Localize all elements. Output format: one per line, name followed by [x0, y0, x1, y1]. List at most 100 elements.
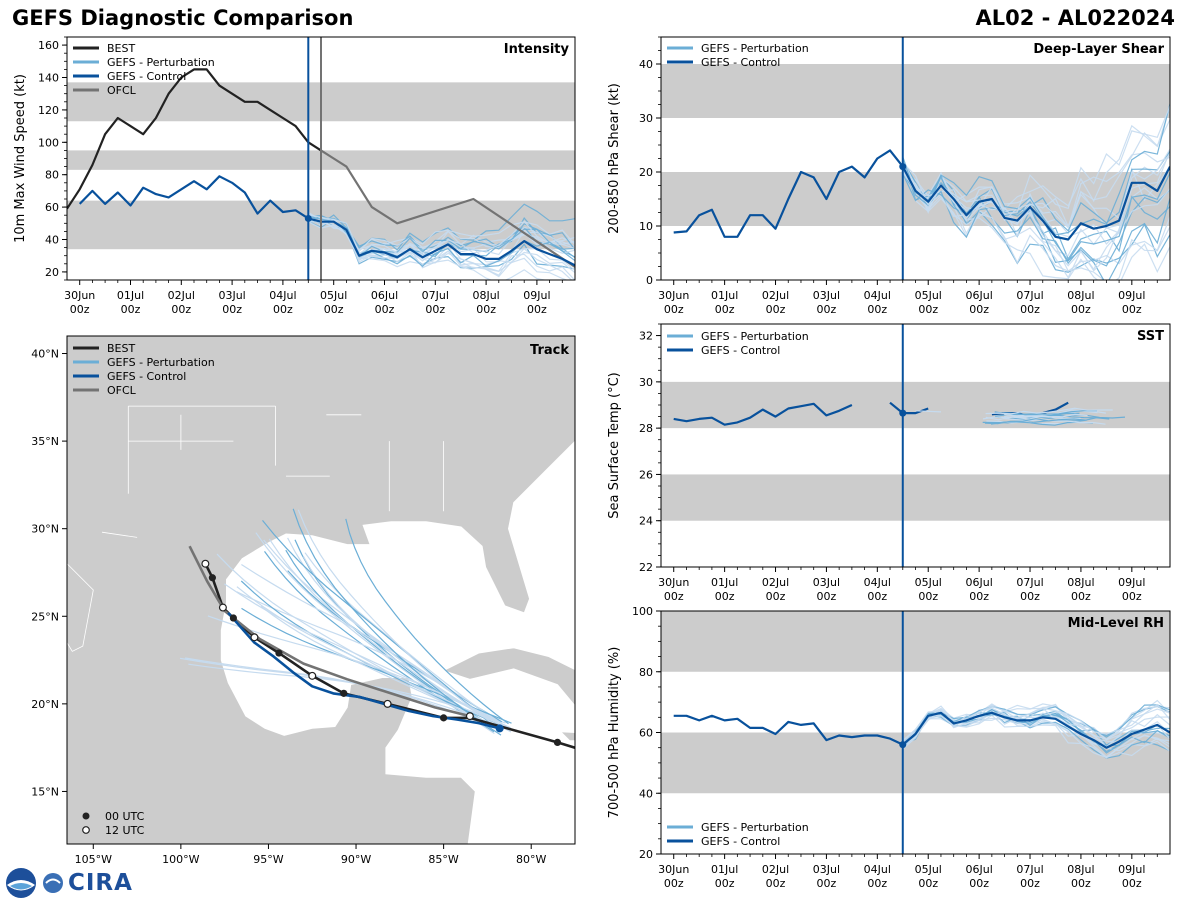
sst-control-init-point: [899, 409, 907, 417]
cira-logo: CIRA: [4, 866, 133, 900]
sst-ytick-label: 32: [639, 330, 653, 343]
page-title: GEFS Diagnostic Comparison: [12, 6, 354, 30]
shear-xtick-label: 04Jul: [864, 289, 891, 302]
sst-xtick-label: 06Jul: [965, 576, 992, 589]
legend-label-control: GEFS - Control: [107, 70, 186, 83]
track-perturbation-member: [262, 520, 501, 732]
legend-label-perturbation: GEFS - Perturbation: [701, 42, 809, 55]
track-marker-00utc: [553, 738, 562, 747]
track-marker-12utc: [250, 633, 259, 642]
intensity-xtick-label: 00z: [121, 303, 141, 316]
track-marker-12utc: [218, 603, 227, 612]
rh-xtick-label: 01Jul: [711, 863, 738, 876]
sst-band-0: [661, 474, 1170, 521]
track-perturbation-member: [236, 591, 511, 731]
intensity-xtick-label: 00z: [171, 303, 191, 316]
intensity-xtick-label: 00z: [527, 303, 547, 316]
track-xtick-label: 90°W: [341, 853, 371, 866]
shear-xtick-label: 08Jul: [1067, 289, 1094, 302]
track-perturbation-member: [292, 508, 502, 736]
track-marker-12utc: [201, 559, 210, 568]
intensity-ytick-label: 80: [45, 169, 59, 182]
shear-perturbation-member: [902, 156, 1170, 261]
shear-perturbation-member: [902, 105, 1170, 222]
track-marker-00utc: [208, 574, 216, 582]
sst-xtick-label: 00z: [715, 590, 735, 603]
shear-xtick-label: 00z: [969, 303, 989, 316]
track-marker-00utc: [440, 714, 448, 722]
track-xtick-label: 100°W: [162, 853, 199, 866]
rh-xtick-label: 00z: [817, 877, 837, 890]
legend-label-control: GEFS - Control: [701, 56, 780, 69]
intensity-ytick-label: 60: [45, 201, 59, 214]
rh-xtick-label: 02Jul: [762, 863, 789, 876]
shear-series-gefs-control: [673, 149, 1170, 241]
shear-ylabel: 200-850 hPa Shear (kt): [607, 83, 622, 234]
sst-series-gefs-control-segment-1-: [673, 402, 853, 426]
sst-xtick-label: 30Jun: [658, 576, 689, 589]
legend-label-best: BEST: [107, 342, 135, 355]
rh-band-1: [661, 611, 1170, 672]
rh-xtick-label: 00z: [918, 877, 938, 890]
rh-ytick-label: 60: [639, 727, 653, 740]
rh-perturbation-member: [902, 707, 1170, 747]
intensity-control-init-point: [304, 214, 312, 222]
track-ytick-label: 15°N: [31, 785, 59, 798]
rh-xtick-label: 00z: [969, 877, 989, 890]
intensity-perturbation-member: [307, 211, 575, 256]
sst-xtick-label: 00z: [1122, 590, 1142, 603]
legend-label-ofcl: OFCL: [107, 384, 137, 397]
shear-plot-area: [661, 64, 1170, 280]
shear-ytick-label: 30: [639, 112, 653, 125]
shear-ytick-label: 20: [639, 166, 653, 179]
intensity-series-gefs-control: [78, 175, 575, 267]
sst-ylabel: Sea Surface Temp (°C): [607, 372, 622, 519]
track-marker-00utc: [340, 689, 348, 697]
intensity-xtick-label: 30Jun: [64, 289, 95, 302]
sst-xtick-label: 01Jul: [711, 576, 738, 589]
rh-xtick-label: 00z: [664, 877, 684, 890]
intensity-series-ofcl: [320, 149, 575, 268]
intensity-xtick-label: 05Jul: [320, 289, 347, 302]
sst-xtick-label: 04Jul: [864, 576, 891, 589]
intensity-xtick-label: 00z: [375, 303, 395, 316]
sst-ytick-label: 24: [639, 515, 653, 528]
track-ytick-label: 20°N: [31, 698, 59, 711]
rh-panel: 2040608010030Jun00z01Jul00z02Jul00z03Jul…: [607, 605, 1171, 890]
shear-xtick-label: 00z: [1071, 303, 1091, 316]
sst-xtick-label: 00z: [1071, 590, 1091, 603]
rh-xtick-label: 00z: [1122, 877, 1142, 890]
track-marker-12utc: [308, 671, 317, 680]
intensity-ytick-label: 140: [38, 72, 59, 85]
rh-xtick-label: 06Jul: [965, 863, 992, 876]
shear-xtick-label: 07Jul: [1016, 289, 1043, 302]
sst-perturbation-member: [984, 418, 1087, 425]
track-xtick-label: 85°W: [428, 853, 458, 866]
sst-perturbation-member: [995, 410, 1097, 417]
track-ytick-label: 25°N: [31, 610, 59, 623]
track-perturbation-member: [179, 657, 502, 728]
legend-label-control: GEFS - Control: [701, 344, 780, 357]
intensity-xtick-label: 00z: [273, 303, 293, 316]
shear-ytick-label: 40: [639, 58, 653, 71]
storm-id: AL02 - AL022024: [975, 6, 1176, 30]
shear-perturbation-member: [902, 106, 1170, 211]
sst-xtick-label: 03Jul: [813, 576, 840, 589]
sst-frame: [660, 323, 1171, 568]
intensity-panel: 2040608010012014016030Jun00z01Jul00z02Ju…: [13, 36, 576, 316]
intensity-xtick-label: 04Jul: [269, 289, 296, 302]
legend-label-perturbation: GEFS - Perturbation: [107, 356, 215, 369]
track-control-init-point: [495, 724, 504, 733]
intensity-ytick-label: 120: [38, 104, 59, 117]
intensity-ylabel: 10m Max Wind Speed (kt): [13, 74, 28, 243]
shear-ytick-label: 0: [646, 274, 653, 287]
shear-perturbation-member: [902, 148, 1170, 228]
intensity-xtick-label: 03Jul: [218, 289, 245, 302]
intensity-xtick-label: 00z: [476, 303, 496, 316]
legend-label-control: GEFS - Control: [701, 835, 780, 848]
rh-xtick-label: 05Jul: [915, 863, 942, 876]
rh-ylabel: 700-500 hPa Humidity (%): [607, 647, 622, 819]
track-perturbation-member: [260, 605, 500, 728]
intensity-series-best: [67, 68, 322, 210]
track-series-ofcl: [188, 545, 471, 718]
